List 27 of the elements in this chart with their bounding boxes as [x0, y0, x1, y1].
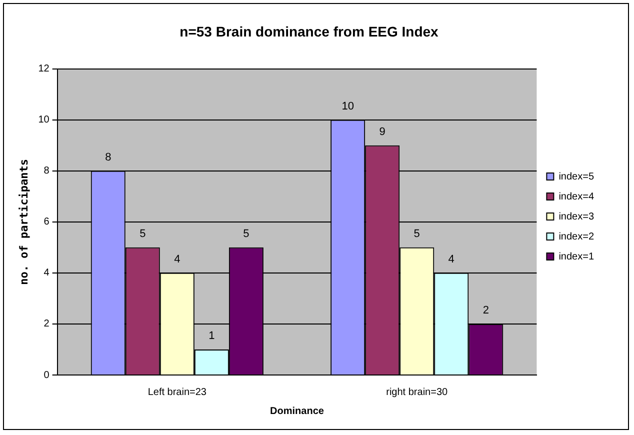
data-label: 10 — [342, 100, 354, 112]
chart-title: n=53 Brain dominance from EEG Index — [180, 23, 439, 40]
data-label: 4 — [448, 253, 454, 266]
data-label: 8 — [105, 151, 112, 164]
y-tick-label: 6 — [44, 216, 50, 228]
y-tick-label: 10 — [38, 114, 50, 126]
legend-label: index=5 — [558, 171, 594, 182]
y-tick-label: 2 — [44, 318, 50, 330]
y-tick-label: 12 — [38, 64, 50, 75]
y-tick-label: 4 — [44, 268, 50, 279]
data-label: 5 — [140, 228, 146, 240]
legend-label: index=3 — [558, 211, 594, 222]
y-tick-label: 0 — [44, 370, 50, 381]
data-label: 9 — [379, 126, 386, 138]
legend-label: index=2 — [558, 231, 594, 242]
legend-label: index=4 — [558, 191, 594, 202]
y-axis-title: no. of participants — [17, 158, 30, 285]
data-label: 5 — [243, 228, 250, 240]
y-tick-label: 8 — [44, 166, 50, 177]
data-label: 5 — [414, 228, 420, 240]
data-label: 4 — [174, 253, 180, 266]
data-label: 1 — [208, 330, 215, 342]
x-axis-title: Dominance — [270, 406, 324, 417]
x-tick-label: Left brain=23 — [148, 386, 207, 398]
x-tick-label: right brain=30 — [386, 386, 448, 398]
data-label: 2 — [482, 304, 489, 316]
legend-label: index=1 — [558, 251, 594, 262]
